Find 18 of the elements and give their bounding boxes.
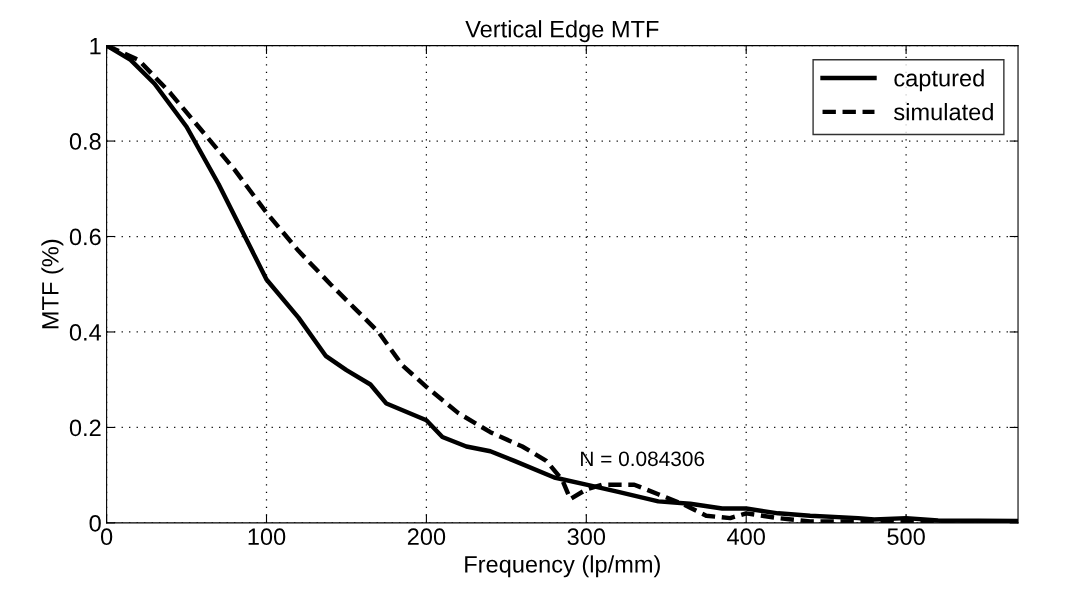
chart-title: Vertical Edge MTF <box>465 20 659 43</box>
x-tick-label: 400 <box>727 528 765 546</box>
y-tick-label: 0.6 <box>69 228 101 246</box>
y-tick-label: 0 <box>89 514 101 532</box>
x-axis-title: Frequency (lp/mm) <box>465 555 660 578</box>
x-tick-label: 200 <box>407 528 446 546</box>
y-axis-title: MTF (%) <box>41 239 64 329</box>
x-tick-label: 0 <box>100 528 113 546</box>
y-tick-label: 0.8 <box>69 133 101 150</box>
legend-label: captured <box>894 69 984 92</box>
x-tick-label: 300 <box>567 528 606 546</box>
y-tick-label: 0.4 <box>69 324 102 341</box>
x-tick-label: 500 <box>887 528 925 546</box>
y-tick-label: 0.2 <box>69 419 101 437</box>
y-tick-label: 1 <box>90 37 101 55</box>
legend-label: simulated <box>894 103 993 121</box>
x-tick-label: 100 <box>248 528 286 546</box>
annotation: N = 0.084306 <box>581 451 705 467</box>
